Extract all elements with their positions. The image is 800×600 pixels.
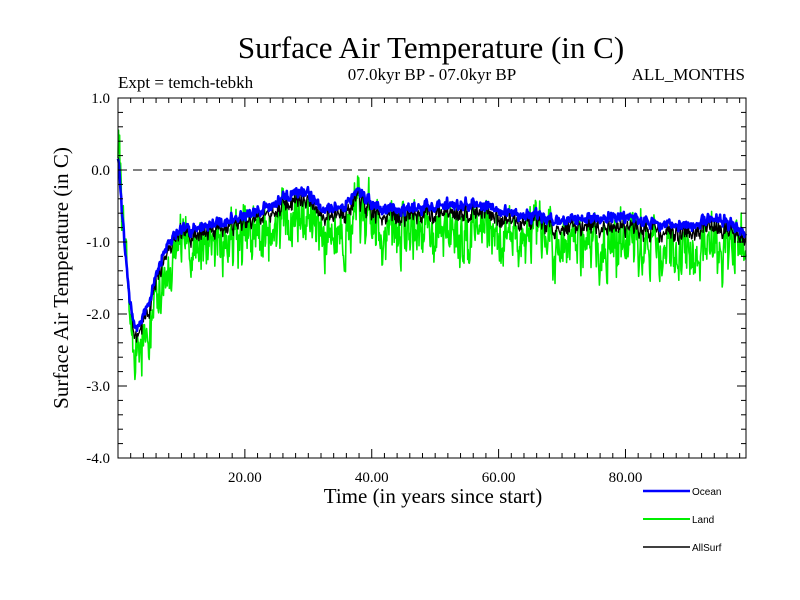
x-tick-label: 80.00 — [609, 470, 643, 486]
chart-subtitle-left: Expt = temch-tebkh — [118, 73, 254, 92]
x-tick-label: 40.00 — [355, 470, 389, 486]
legend-label-ocean: Ocean — [692, 487, 721, 498]
legend-label-land: Land — [692, 515, 714, 526]
x-tick-label: 60.00 — [482, 470, 516, 486]
legend: Ocean Land AllSurf — [643, 487, 722, 554]
legend-label-allsurf: AllSurf — [692, 543, 722, 554]
series-line-ocean — [116, 158, 748, 333]
y-tick-label: -1.0 — [86, 235, 110, 251]
y-tick-label: -3.0 — [86, 379, 110, 395]
y-tick-label: -4.0 — [86, 451, 110, 467]
y-axis-label: Surface Air Temperature (in C) — [49, 147, 73, 409]
y-tick-label: 0.0 — [91, 163, 110, 179]
x-tick-label: 20.00 — [228, 470, 262, 486]
plot-area: 20.00 40.00 60.00 80.00 1.0 0.0 -1.0 -2.0 -3.0 -4… — [86, 91, 748, 486]
series-line-land — [117, 129, 747, 381]
chart-subtitle-center: 07.0kyr BP - 07.0kyr BP — [348, 65, 516, 84]
y-tick-label: -2.0 — [86, 307, 110, 323]
chart-subtitle-right: ALL_MONTHS — [632, 65, 745, 84]
y-tick-label: 1.0 — [91, 91, 110, 107]
chart-title: Surface Air Temperature (in C) — [238, 30, 624, 65]
x-axis-label: Time (in years since start) — [324, 484, 543, 508]
plot-frame — [117, 97, 747, 459]
